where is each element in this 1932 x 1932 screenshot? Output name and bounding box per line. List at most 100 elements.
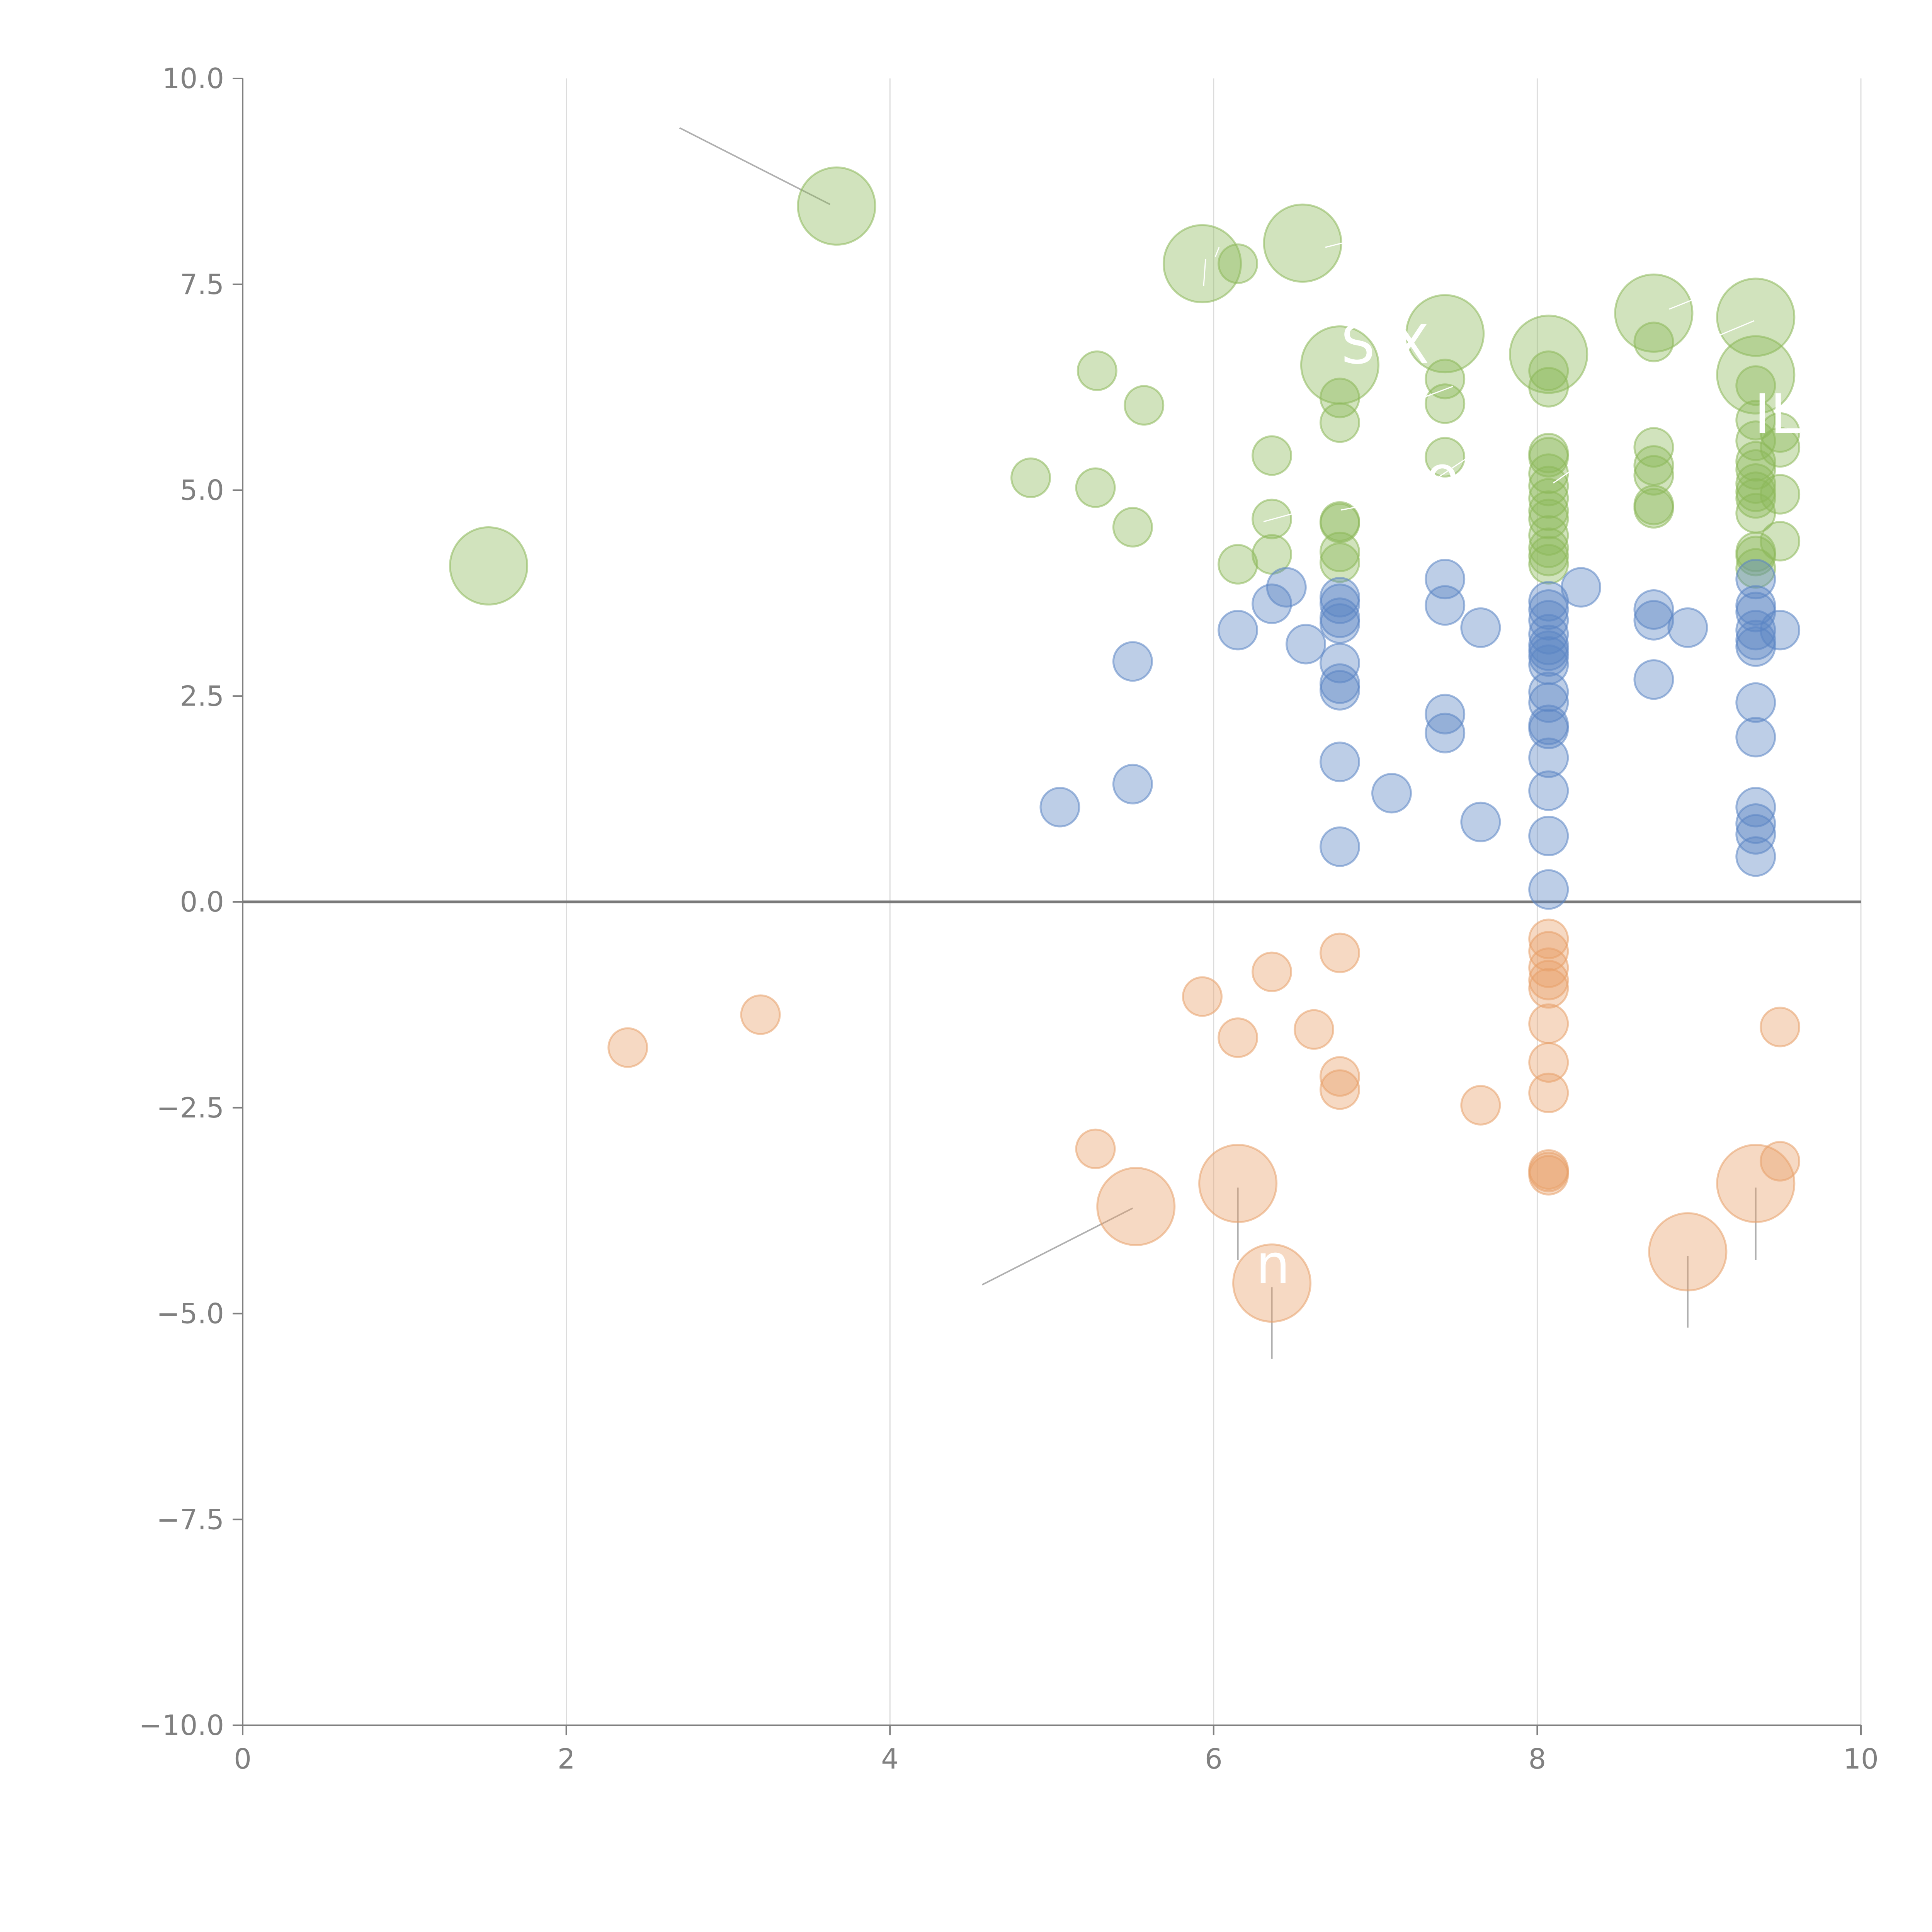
green-bubble <box>1633 321 1674 362</box>
blue-bubble <box>1633 600 1674 641</box>
blue-bubble <box>1218 610 1259 651</box>
green-bubble <box>1760 427 1801 468</box>
blue-bubble <box>1528 770 1569 811</box>
blue-bubble <box>1528 708 1569 749</box>
blue-bubble <box>1528 869 1569 910</box>
green-bubble <box>1075 467 1116 508</box>
y-tick-label: 7.5 <box>180 268 224 301</box>
svg-text:n: n <box>1256 1233 1290 1296</box>
blue-bubble <box>1735 814 1776 855</box>
orange-bubble <box>1528 947 1569 988</box>
green-bubble <box>1528 478 1569 519</box>
green-bubble <box>1528 536 1569 577</box>
x-tick-label: 8 <box>1528 1743 1546 1775</box>
green-bubble <box>1735 463 1776 504</box>
green-bubble <box>1319 531 1360 572</box>
green-bubble <box>1010 457 1051 498</box>
y-tick-label: −7.5 <box>156 1503 224 1536</box>
y-tick-label: 10.0 <box>162 62 224 95</box>
green-bubble <box>1760 521 1801 562</box>
orange-bubble <box>1716 1144 1796 1223</box>
green-bubble <box>1112 507 1153 548</box>
blue-bubble <box>1735 626 1776 667</box>
green-bubble <box>1218 243 1259 284</box>
y-tick-label: −10.0 <box>139 1709 224 1742</box>
orange-bubble <box>1528 1155 1569 1196</box>
blue-bubble <box>1319 742 1360 782</box>
green-bubble <box>1077 350 1117 391</box>
svg-text:o: o <box>1426 445 1459 508</box>
x-tick-label: 6 <box>1205 1743 1223 1775</box>
blue-bubble <box>1760 610 1801 651</box>
green-bubble <box>1735 420 1776 461</box>
blue-bubble <box>1319 670 1360 711</box>
blue-bubble <box>1528 600 1569 641</box>
green-bubble <box>1633 488 1674 529</box>
green-bubble <box>1735 441 1776 482</box>
green-bubble <box>1716 335 1796 415</box>
green-bubble <box>1405 294 1485 374</box>
blue-bubble <box>1735 717 1776 758</box>
green-bubble <box>1633 455 1674 496</box>
orange-bubble <box>1218 1017 1259 1058</box>
blue-bubble <box>1735 836 1776 877</box>
orange-bubble <box>607 1027 648 1068</box>
blue-bubble <box>1528 672 1569 713</box>
blue-bubble <box>1735 610 1776 651</box>
blue-bubble <box>1112 764 1153 804</box>
leader-layer <box>679 127 1757 1359</box>
green-bubble <box>1633 427 1674 468</box>
x-tick-label: 2 <box>558 1743 575 1775</box>
green-bubble <box>1252 435 1293 476</box>
svg-text:IL: IL <box>1754 383 1800 446</box>
y-tick-label: 0.0 <box>180 886 224 918</box>
y-tick-label: 5.0 <box>180 474 224 507</box>
green-bubble <box>1528 453 1569 494</box>
orange-bubble <box>1648 1212 1728 1292</box>
orange-bubble <box>1528 918 1569 959</box>
blue-bubble <box>1528 737 1569 778</box>
green-bubble <box>1124 385 1165 426</box>
orange-bubble <box>1528 968 1569 1009</box>
y-tick-label: 2.5 <box>180 680 224 712</box>
axis-layer: 10.0 7.5 5.0 2.5 0.0 −2.5 −5.0 −7.5 −10.0 0 2 4 6 8 10 <box>139 62 1878 1775</box>
blue-bubble <box>1735 682 1776 723</box>
orange-bubble <box>1319 932 1360 973</box>
orange-bubble <box>1528 1072 1569 1113</box>
blue-bubble <box>1528 636 1569 677</box>
blue-bubble <box>1460 801 1501 842</box>
green-bubble <box>1425 359 1466 400</box>
green-bubble <box>1218 544 1259 585</box>
orange-bubble <box>1232 1243 1312 1323</box>
orange-bubble <box>1528 1042 1569 1083</box>
orange-bubble <box>1760 1141 1801 1182</box>
blue-bubble <box>1252 583 1293 624</box>
orange-bubble <box>1096 1167 1176 1246</box>
green-bubble <box>1528 515 1569 556</box>
blue-bubble <box>1112 641 1153 682</box>
orange-bubble <box>1528 1003 1569 1044</box>
green-bubble <box>1425 383 1466 424</box>
blue-bubble <box>1667 607 1708 648</box>
orange-bubble <box>1528 931 1569 972</box>
x-tick-label: 0 <box>234 1743 252 1775</box>
orange-bubble <box>1319 1069 1360 1110</box>
green-bubble <box>797 166 876 246</box>
green-bubble <box>1528 466 1569 507</box>
green-bubble <box>1760 474 1801 515</box>
green-bubble <box>1716 277 1796 357</box>
orange-bubble <box>1760 1007 1801 1048</box>
green-bubble <box>1528 527 1569 568</box>
orange-bubble <box>1198 1144 1278 1223</box>
blue-bubble <box>1319 826 1360 867</box>
orange-bubble <box>1182 976 1223 1017</box>
green-bubble <box>1735 365 1776 406</box>
green-bubble <box>1528 437 1569 478</box>
green-bubble <box>1735 536 1776 577</box>
blue-bubble <box>1425 585 1466 626</box>
blue-bubble <box>1528 614 1569 655</box>
leader-line <box>679 127 831 205</box>
green-bubble <box>1528 367 1569 408</box>
orange-bubble <box>1319 1056 1360 1097</box>
